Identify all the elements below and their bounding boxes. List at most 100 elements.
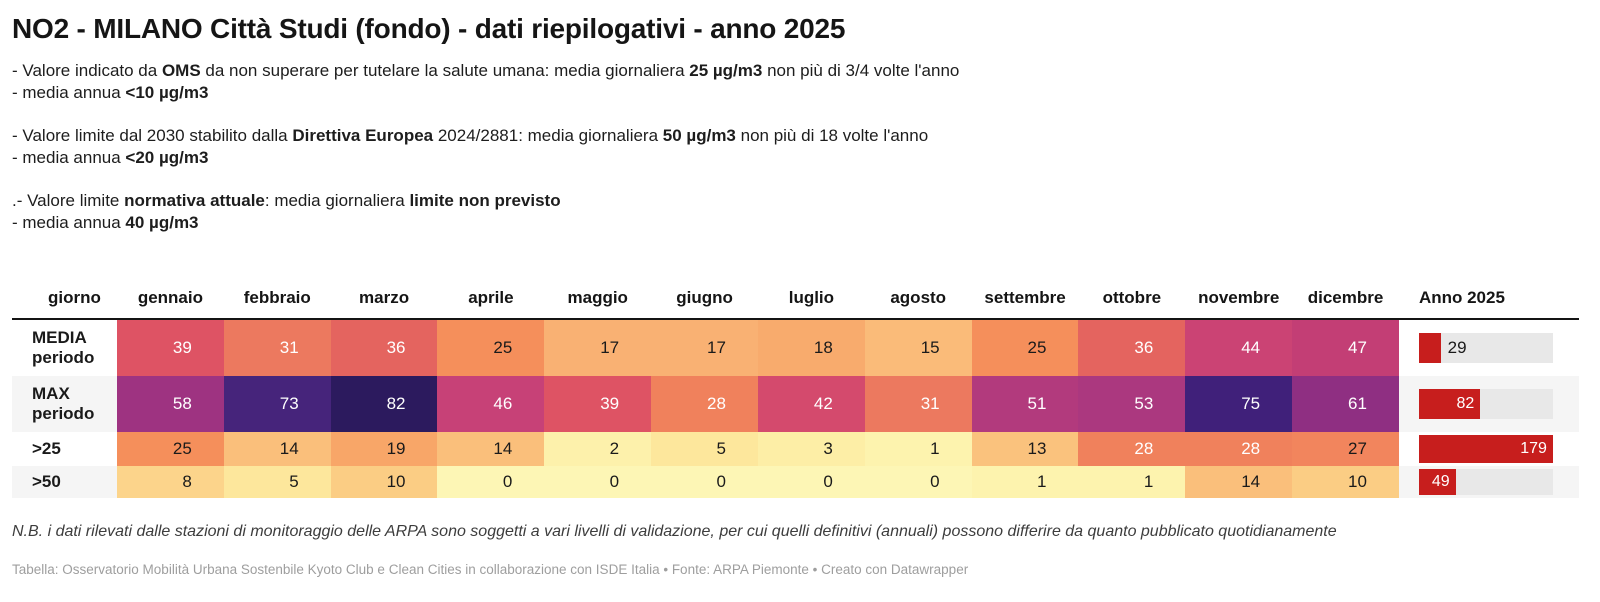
row-label: MEDIA periodo (12, 320, 117, 376)
credits-line: Tabella: Osservatorio Mobilità Urbana So… (12, 562, 969, 577)
value-cell: 28 (1185, 432, 1293, 466)
value-cell: 47 (1292, 320, 1399, 376)
table-row: MAX periodo 58 73 82 46 39 28 42 31 51 53 75 61 82 (12, 376, 1579, 432)
limit-values-notes: - Valore indicato da OMS da non superare… (12, 60, 1600, 234)
table-row: >50 8 5 10 0 0 0 0 0 1 1 14 10 49 (12, 466, 1579, 498)
intro-block: - Valore indicato da OMS da non superare… (12, 60, 1600, 104)
column-header-febbraio: febbraio (243, 288, 311, 307)
column-header-gennaio: gennaio (137, 288, 203, 307)
table-row: >25 25 14 19 14 2 5 3 1 13 28 28 27 179 (12, 432, 1579, 466)
table-row: MEDIA periodo 39 31 36 25 17 17 18 15 25 36 44 47 29 (12, 320, 1579, 376)
anno-bar-value: 49 (1418, 469, 1456, 495)
column-header-ottobre: ottobre (1102, 288, 1162, 307)
column-header-aprile: aprile (468, 288, 514, 307)
anno-bar-value: 179 (1418, 435, 1553, 463)
anno-2025-cell: 49 (1399, 466, 1579, 498)
column-header-dicembre: dicembre (1307, 288, 1384, 307)
row-label-line: >50 (32, 472, 61, 491)
column-header-giorno: giorno (48, 288, 101, 307)
value-cell: 25 (437, 320, 545, 376)
value-cell: 61 (1292, 376, 1399, 432)
value-cell: 39 (117, 320, 224, 376)
value-cell: 14 (1185, 466, 1293, 498)
anno-bar-track: 29 (1418, 333, 1553, 363)
value-cell: 44 (1185, 320, 1293, 376)
value-cell: 1 (971, 466, 1079, 498)
anno-bar-track: 82 (1418, 389, 1553, 419)
value-cell: 46 (437, 376, 545, 432)
anno-bar (1418, 333, 1441, 363)
intro-line: - media annua <20 µg/m3 (12, 148, 209, 167)
value-cell: 18 (757, 320, 865, 376)
column-header-novembre: novembre (1198, 288, 1280, 307)
value-cell: 0 (437, 466, 545, 498)
table-header-row: giorno gennaio febbraio marzo aprile maggio gi… (12, 278, 1579, 320)
value-cell: 2 (544, 432, 652, 466)
row-label: >25 (12, 432, 117, 466)
anno-bar-value: 82 (1418, 389, 1481, 419)
column-header-marzo: marzo (359, 288, 410, 307)
column-header-anno-2025: Anno 2025 (1418, 288, 1505, 307)
value-cell: 58 (117, 376, 224, 432)
row-label: >50 (12, 466, 117, 498)
value-cell: 28 (651, 376, 758, 432)
value-cell: 36 (330, 320, 438, 376)
value-cell: 8 (117, 466, 224, 498)
value-cell: 25 (117, 432, 224, 466)
value-cell: 14 (437, 432, 545, 466)
value-cell: 75 (1185, 376, 1293, 432)
value-cell: 13 (971, 432, 1079, 466)
value-cell: 42 (757, 376, 865, 432)
value-cell: 5 (223, 466, 331, 498)
value-cell: 28 (1078, 432, 1186, 466)
value-cell: 10 (330, 466, 438, 498)
anno-2025-cell: 29 (1399, 320, 1579, 376)
anno-bar-value: 29 (1447, 338, 1467, 357)
column-header-luglio: luglio (788, 288, 835, 307)
value-cell: 17 (544, 320, 652, 376)
anno-bar-track: 179 (1418, 435, 1553, 463)
value-cell: 1 (864, 432, 972, 466)
value-cell: 27 (1292, 432, 1399, 466)
intro-line: - Valore limite dal 2030 stabilito dalla… (12, 126, 929, 145)
anno-bar-track: 49 (1418, 469, 1553, 495)
row-label-line: MEDIA (32, 328, 87, 347)
intro-line: .- Valore limite normativa attuale: medi… (12, 191, 561, 210)
value-cell: 25 (971, 320, 1079, 376)
value-cell: 31 (864, 376, 972, 432)
intro-line: - media annua 40 µg/m3 (12, 213, 199, 232)
validation-note: N.B. i dati rilevati dalle stazioni di m… (12, 523, 1337, 540)
value-cell: 15 (864, 320, 972, 376)
value-cell: 39 (544, 376, 652, 432)
value-cell: 51 (971, 376, 1079, 432)
value-cell: 82 (330, 376, 438, 432)
value-cell: 36 (1078, 320, 1186, 376)
value-cell: 19 (330, 432, 438, 466)
value-cell: 17 (651, 320, 758, 376)
column-header-maggio: maggio (567, 288, 628, 307)
anno-2025-cell: 179 (1399, 432, 1579, 466)
table-body: MEDIA periodo 39 31 36 25 17 17 18 15 25 36 44 47 29 MA… (12, 320, 1579, 498)
value-cell: 53 (1078, 376, 1186, 432)
row-label-line: periodo (32, 404, 95, 423)
no2-summary-page: NO2 - MILANO Città Studi (fondo) - dati … (12, 13, 1600, 577)
value-cell: 0 (544, 466, 652, 498)
value-cell: 10 (1292, 466, 1399, 498)
row-label-line: periodo (32, 348, 95, 367)
value-cell: 0 (757, 466, 865, 498)
intro-block: - Valore limite dal 2030 stabilito dalla… (12, 125, 1600, 169)
anno-2025-cell: 82 (1399, 376, 1579, 432)
intro-line: - media annua <10 µg/m3 (12, 83, 209, 102)
value-cell: 1 (1078, 466, 1186, 498)
intro-line: - Valore indicato da OMS da non superare… (12, 61, 960, 80)
column-header-settembre: settembre (984, 288, 1066, 307)
row-label-line: MAX (32, 384, 70, 403)
value-cell: 0 (864, 466, 972, 498)
value-cell: 31 (223, 320, 331, 376)
value-cell: 3 (757, 432, 865, 466)
page-title: NO2 - MILANO Città Studi (fondo) - dati … (12, 13, 846, 44)
row-label-line: >25 (32, 439, 61, 458)
no2-data-table: giorno gennaio febbraio marzo aprile maggio gi… (12, 278, 1579, 498)
value-cell: 0 (651, 466, 758, 498)
value-cell: 5 (651, 432, 758, 466)
